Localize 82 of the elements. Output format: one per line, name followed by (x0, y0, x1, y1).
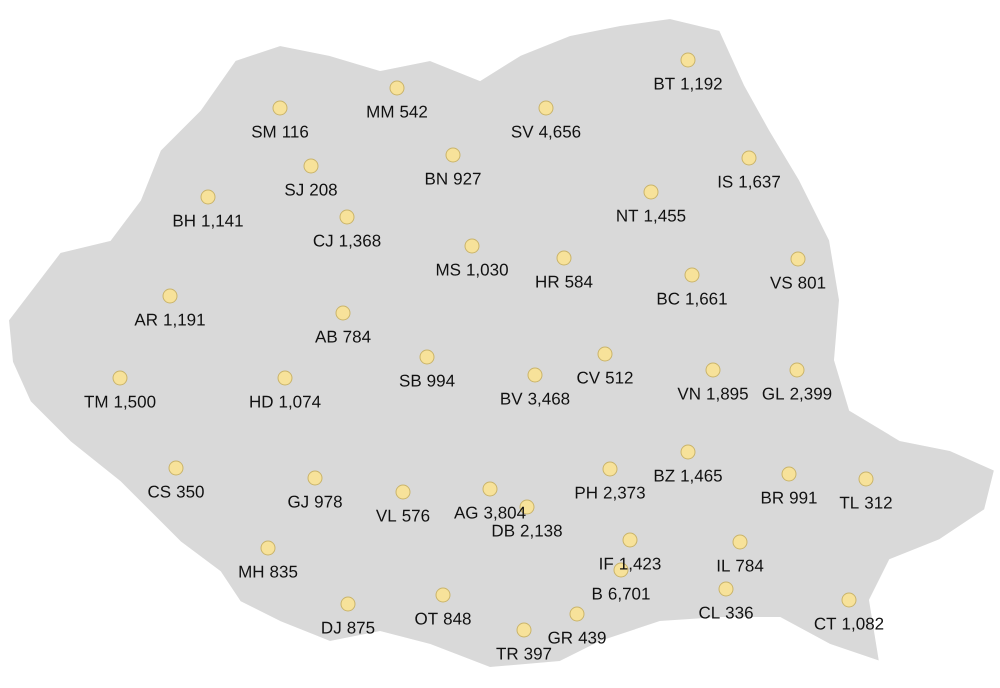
data-label: 1,455 (644, 206, 686, 226)
category-label: BZ (653, 466, 676, 486)
category-label: CJ (312, 232, 334, 251)
data-label: 991 (789, 488, 818, 508)
data-label: 2,399 (790, 384, 832, 404)
category-label: AG (454, 504, 479, 523)
data-label: 1,141 (201, 212, 244, 231)
category-label: BR (760, 488, 784, 508)
data-label: 1,192 (680, 74, 723, 94)
data-label: 336 (725, 604, 754, 623)
category-label: PH (574, 484, 598, 503)
data-label: 2,373 (603, 484, 646, 503)
data-label: 848 (443, 610, 472, 629)
category-label: SJ (284, 180, 304, 200)
data-label: 542 (399, 102, 428, 122)
category-label: GJ (287, 492, 310, 512)
data-label: 927 (453, 170, 482, 189)
data-label: 1,030 (466, 260, 509, 280)
data-label: 994 (426, 372, 456, 391)
data-label: 1,368 (338, 232, 382, 251)
category-label: SV (510, 122, 534, 142)
category-label: TM (84, 392, 109, 412)
category-label: TR (496, 644, 519, 664)
category-label: AB (314, 328, 338, 347)
data-label: 576 (402, 506, 430, 526)
category-label: SM (251, 122, 277, 142)
data-label: 3,804 (484, 504, 526, 523)
category-label: OT (414, 610, 438, 629)
category-label: IF (598, 554, 614, 574)
data-label: 784 (735, 556, 764, 576)
category-label: HR (535, 272, 560, 292)
data-label: 116 (282, 122, 309, 142)
category-label: VL (376, 506, 397, 526)
data-label: 875 (346, 618, 376, 638)
category-label: TL (839, 494, 860, 513)
category-label: DJ (320, 618, 342, 638)
data-label: 439 (578, 628, 606, 648)
data-label: 584 (564, 272, 593, 292)
category-label: MS (435, 260, 461, 280)
category-label: GL (762, 384, 785, 404)
category-label: IS (717, 172, 734, 192)
data-label: 1,423 (618, 554, 662, 574)
data-label: 1,465 (680, 466, 723, 486)
data-label: 3,468 (528, 390, 570, 409)
category-label: MH (238, 562, 265, 582)
category-label: CV (576, 368, 601, 388)
data-label: 978 (314, 492, 343, 512)
category-label: HD (248, 392, 274, 412)
data-label: 4,656 (538, 122, 582, 142)
category-label: DB (491, 522, 516, 541)
data-label: 1,895 (706, 384, 749, 404)
category-label: NT (616, 206, 639, 226)
category-label: BH (172, 212, 196, 231)
category-label: AR (134, 310, 158, 330)
category-label: BC (656, 290, 680, 309)
data-label: 350 (176, 482, 204, 502)
data-label: 312 (864, 494, 893, 513)
data-label: 512 (605, 368, 634, 388)
category-label: VN (677, 384, 702, 404)
data-label: 1,500 (114, 392, 156, 412)
data-label: 6,701 (608, 584, 650, 604)
data-label: 801 (798, 274, 826, 293)
data-label: 1,074 (278, 392, 322, 412)
data-label: 2,138 (520, 522, 563, 541)
data-label: 1,661 (685, 290, 728, 309)
data-label: 208 (309, 180, 338, 200)
category-label: IL (716, 556, 730, 576)
category-label: CL (698, 604, 720, 623)
data-label: 835 (270, 562, 298, 582)
category-label: CS (148, 482, 172, 502)
data-label: 784 (342, 328, 372, 347)
category-label: BN (424, 170, 448, 189)
data-label: 1,637 (738, 172, 781, 192)
category-label: MM (366, 102, 394, 122)
data-label: 1,191 (163, 310, 206, 330)
category-label: BV (500, 390, 524, 409)
category-label: CT (814, 614, 837, 634)
category-label: BT (653, 74, 676, 94)
data-label: 1,082 (842, 614, 884, 634)
category-label: VS (770, 274, 793, 293)
category-label: SB (398, 372, 422, 391)
category-label: B (592, 584, 603, 604)
